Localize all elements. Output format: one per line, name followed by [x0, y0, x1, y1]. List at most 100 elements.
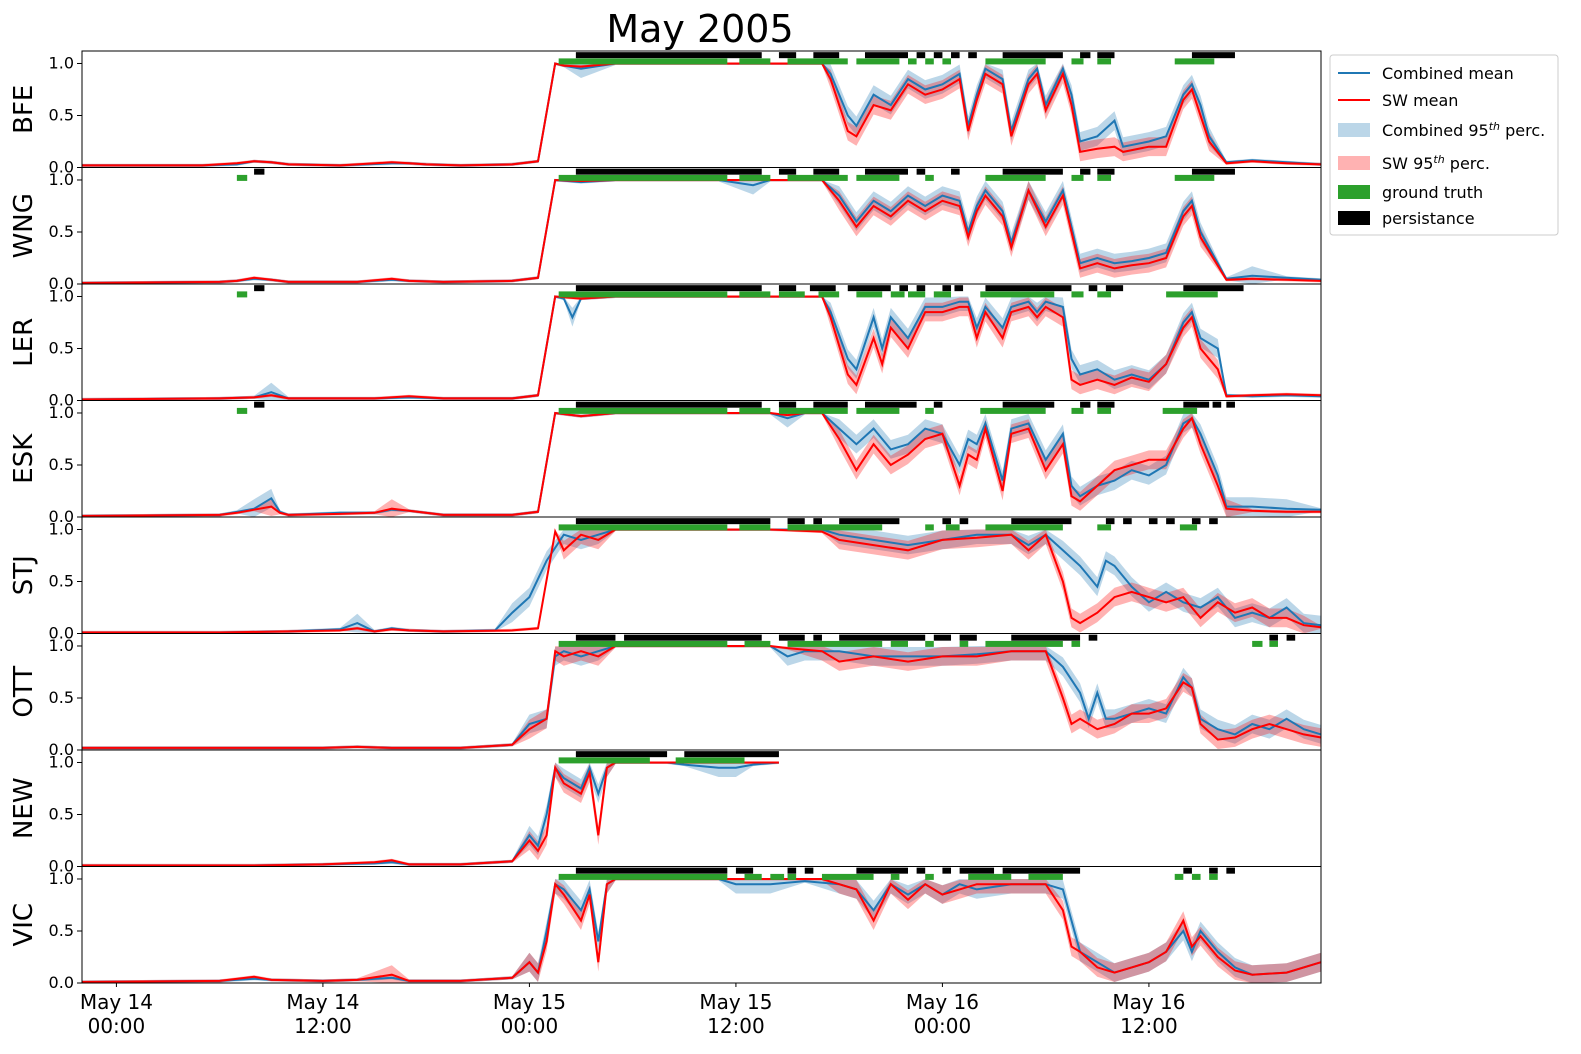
- persistance-bar-esk: [1080, 401, 1091, 408]
- y-tick-label: 0.0: [49, 507, 74, 526]
- persistance-bar-vic: [959, 867, 995, 874]
- y-tick-label: 0.0: [49, 740, 74, 759]
- ground-truth-bar-ott: [959, 640, 969, 647]
- y-tick-label: 1.0: [49, 53, 74, 72]
- persistance-bar-stj: [1209, 518, 1218, 525]
- persistance-bar-esk: [1212, 401, 1222, 408]
- persistance-bar-ott: [813, 634, 822, 641]
- ground-truth-bar-stj: [945, 524, 960, 531]
- ground-truth-bar-ler: [739, 291, 771, 298]
- y-tick-label: 1.0: [49, 869, 74, 888]
- persistance-bar-ler: [847, 285, 891, 292]
- persistance-bar-bfe: [968, 52, 977, 59]
- persistance-bar-vic: [575, 867, 728, 874]
- legend-label: ground truth: [1382, 183, 1483, 202]
- persistance-bar-vic: [1226, 867, 1235, 874]
- x-tick-label-date: May 15: [493, 990, 566, 1014]
- ground-truth-bar-wng: [1071, 174, 1084, 181]
- ground-truth-bar-vic: [744, 873, 762, 880]
- ground-truth-bar-bfe: [739, 58, 771, 65]
- persistance-bar-vic: [735, 867, 754, 874]
- persistance-bar-vic: [856, 867, 908, 874]
- persistance-bar-ler: [899, 285, 908, 292]
- ground-truth-bar-stj: [739, 524, 771, 531]
- persistance-bar-esk: [813, 401, 848, 408]
- ground-truth-bar-bfe: [1174, 58, 1215, 65]
- ground-truth-bar-bfe: [908, 58, 917, 65]
- persistance-bar-ler: [942, 285, 952, 292]
- persistance-bar-ott: [575, 634, 616, 641]
- sw-mean-line-ott: [82, 645, 1322, 749]
- ground-truth-bar-vic: [925, 873, 934, 880]
- sw-mean-line-wng: [81, 178, 1322, 284]
- panel-label-new: NEW: [9, 777, 39, 839]
- panel-background: [82, 633, 1321, 750]
- persistance-bar-esk: [254, 401, 265, 408]
- persistance-bar-bfe: [951, 52, 960, 59]
- persistance-bar-wng: [575, 168, 762, 175]
- panel-label-wng: WNG: [9, 193, 39, 258]
- y-tick-label: 0.5: [49, 921, 74, 940]
- ground-truth-bar-bfe: [985, 58, 1046, 65]
- y-tick-label: 1.0: [49, 636, 74, 655]
- x-tick-label-date: May 14: [286, 990, 359, 1014]
- persistance-bar-wng: [1080, 168, 1091, 175]
- combined-mean-line-new: [82, 761, 779, 867]
- ground-truth-bar-ler: [1071, 291, 1084, 298]
- persistance-bar-ott: [1286, 634, 1296, 641]
- panel-label-stj: STJ: [9, 555, 39, 595]
- ground-truth-bar-wng: [236, 174, 248, 181]
- ground-truth-bar-vic: [770, 873, 785, 880]
- persistance-bar-wng: [864, 168, 908, 175]
- sw-mean-line-esk: [81, 411, 1321, 517]
- x-tick-label-time: 12:00: [707, 1014, 765, 1038]
- persistance-bar-stj: [787, 518, 805, 525]
- ground-truth-bar-esk: [778, 407, 848, 414]
- persistance-bar-stj: [1011, 518, 1072, 525]
- y-tick-label: 0.0: [49, 158, 74, 177]
- sw-mean-line-bfe: [82, 62, 1322, 167]
- persistance-bar-bfe: [778, 52, 797, 59]
- y-tick-label: 0.5: [49, 688, 74, 707]
- ground-truth-bar-ler: [558, 291, 728, 298]
- persistance-bar-wng: [813, 168, 840, 175]
- ground-truth-bar-bfe: [1071, 58, 1084, 65]
- persistance-bar-esk: [1097, 401, 1115, 408]
- persistance-bar-esk: [1226, 401, 1235, 408]
- panel-background: [82, 866, 1321, 983]
- ground-truth-bar-ott: [925, 640, 934, 647]
- persistance-bar-ler: [254, 285, 265, 292]
- ground-truth-bar-ler: [933, 291, 952, 298]
- legend-swatch-band: [1338, 123, 1370, 137]
- persistance-bar-stj: [1105, 518, 1115, 525]
- persistance-bar-ler: [985, 285, 1072, 292]
- legend-label: SW mean: [1382, 91, 1458, 110]
- persistance-bar-ott: [624, 634, 762, 641]
- ground-truth-bar-ler: [856, 291, 883, 298]
- ground-truth-bar-wng: [985, 174, 1046, 181]
- panel-label-bfe: BFE: [9, 85, 39, 134]
- ground-truth-bar-wng: [558, 174, 728, 181]
- combined-95-band-new: [82, 762, 779, 867]
- persistance-bar-esk: [778, 401, 797, 408]
- panel-bfe: 0.0 0.5 1.0 BFE: [9, 50, 1322, 177]
- legend-label: SW 95th perc.: [1382, 153, 1490, 174]
- ground-truth-bar-stj: [787, 524, 883, 531]
- legend-swatch-band: [1338, 156, 1370, 170]
- persistance-bar-esk: [575, 401, 762, 408]
- y-tick-label: 0.5: [49, 455, 74, 474]
- y-tick-label: 0.0: [49, 624, 74, 643]
- ground-truth-bar-wng: [925, 174, 934, 181]
- ground-truth-bar-esk: [856, 407, 900, 414]
- persistance-bar-esk: [933, 401, 943, 408]
- persistance-bar-stj: [959, 518, 969, 525]
- ground-truth-bar-new: [675, 757, 745, 764]
- sw-95-band-bfe: [82, 63, 1321, 167]
- persistance-bar-vic: [787, 867, 797, 874]
- persistance-bar-vic: [1002, 867, 1081, 874]
- ground-truth-bar-bfe: [942, 58, 952, 65]
- persistance-bar-new: [575, 751, 668, 758]
- ground-truth-bar-wng: [1174, 174, 1215, 181]
- ground-truth-bar-vic: [890, 873, 900, 880]
- persistance-bar-wng: [254, 168, 265, 175]
